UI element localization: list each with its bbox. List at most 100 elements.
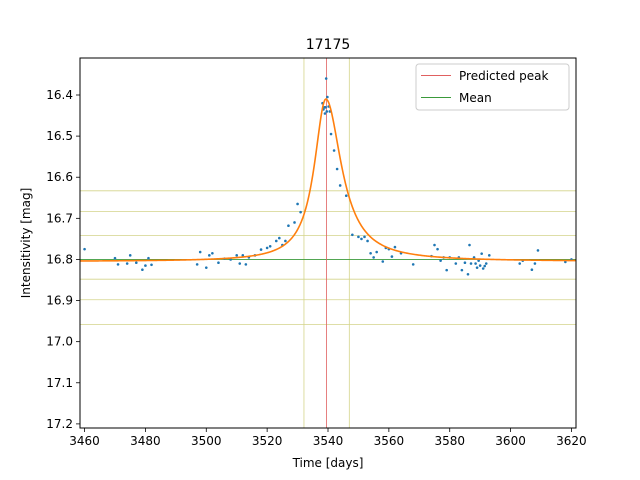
data-point <box>393 245 397 249</box>
legend-box <box>415 63 570 111</box>
data-point <box>335 167 339 171</box>
data-point <box>474 262 477 265</box>
data-point <box>454 262 458 265</box>
data-point <box>198 250 202 254</box>
x-tick-label: 3500 <box>191 434 222 448</box>
data-point <box>533 262 537 265</box>
data-point <box>530 268 534 272</box>
threshold-band-lines <box>80 58 576 428</box>
data-point <box>323 112 327 115</box>
data-point <box>483 264 487 268</box>
y-tick-label: 16.5 <box>46 129 73 143</box>
y-axis-label: Intensitivity [mag] <box>19 188 33 299</box>
observation-points <box>83 77 573 276</box>
data-point <box>268 244 272 248</box>
data-point <box>150 263 153 267</box>
data-point <box>217 261 220 265</box>
data-point <box>244 263 248 266</box>
y-axis-ticks: 16.4 16.5 16.6 16.7 16.8 16.9 17.0 17.1 17.2 <box>46 88 80 431</box>
data-point <box>141 268 144 272</box>
data-point <box>299 210 302 214</box>
x-tick-label: 3600 <box>495 434 526 448</box>
data-point <box>83 247 86 251</box>
data-point <box>344 194 348 198</box>
data-point <box>363 235 366 239</box>
data-point <box>324 77 328 80</box>
y-tick-label: 16.8 <box>46 252 73 266</box>
y-tick-label: 16.4 <box>46 88 73 102</box>
data-point <box>484 262 488 265</box>
data-point <box>433 243 436 247</box>
data-point <box>293 221 296 224</box>
data-point <box>436 247 439 251</box>
data-point <box>113 256 117 260</box>
data-point <box>144 264 147 267</box>
data-point <box>411 263 415 266</box>
x-axis-ticks: 3460 3480 3500 3520 3540 3560 3580 3600 3620 <box>69 428 587 448</box>
y-tick-label: 17.2 <box>46 417 73 431</box>
data-point <box>351 233 354 237</box>
x-tick-label: 3580 <box>434 434 465 448</box>
data-point <box>469 262 473 265</box>
data-point <box>366 239 369 243</box>
data-point <box>241 254 245 257</box>
data-point <box>481 267 485 270</box>
data-point <box>445 268 448 272</box>
data-point <box>278 236 281 240</box>
legend-label-mean: Mean <box>459 91 492 105</box>
x-tick-label: 3620 <box>556 434 587 448</box>
y-tick-label: 16.7 <box>46 211 73 225</box>
data-point <box>475 266 479 269</box>
data-point <box>357 235 360 239</box>
data-point <box>287 224 290 228</box>
x-tick-label: 3560 <box>374 434 405 448</box>
data-point <box>372 256 375 259</box>
y-tick-label: 17.0 <box>46 335 73 349</box>
data-point <box>536 249 540 252</box>
data-point <box>116 263 120 266</box>
data-point <box>463 261 467 265</box>
data-point <box>125 262 129 265</box>
y-tick-label: 17.1 <box>46 376 73 390</box>
data-point <box>296 202 299 206</box>
data-point <box>208 254 211 257</box>
data-point <box>195 263 199 266</box>
data-point <box>259 248 263 251</box>
data-point <box>472 256 476 259</box>
data-point <box>390 255 394 258</box>
fit-curve <box>80 98 576 262</box>
data-point <box>375 250 378 254</box>
y-tick-label: 16.9 <box>46 294 73 308</box>
data-point <box>369 251 372 255</box>
data-point <box>324 106 327 109</box>
data-point <box>147 256 150 260</box>
data-point <box>518 262 522 265</box>
data-point <box>238 262 242 265</box>
legend-label-predicted-peak: Predicted peak <box>459 69 549 83</box>
data-point <box>487 254 491 257</box>
data-point <box>274 239 278 243</box>
data-point <box>468 243 471 247</box>
data-point <box>477 259 480 262</box>
data-point <box>204 266 208 269</box>
data-point <box>128 254 132 257</box>
data-point <box>329 132 333 136</box>
data-point <box>480 252 483 255</box>
x-tick-label: 3480 <box>130 434 161 448</box>
x-tick-label: 3520 <box>252 434 283 448</box>
x-axis-label: Time [days] <box>292 456 364 470</box>
data-point <box>325 110 329 113</box>
y-tick-label: 16.6 <box>46 170 73 184</box>
data-point <box>265 246 269 250</box>
chart-title: 17175 <box>306 37 351 53</box>
data-point <box>332 149 336 152</box>
fit-curve-layer <box>80 98 576 262</box>
data-point <box>478 264 482 267</box>
data-point <box>338 184 342 187</box>
legend: Predicted peak Mean <box>415 63 570 111</box>
data-point <box>326 95 329 99</box>
data-point <box>439 259 442 262</box>
x-tick-label: 3540 <box>313 434 344 448</box>
data-point <box>284 239 287 243</box>
